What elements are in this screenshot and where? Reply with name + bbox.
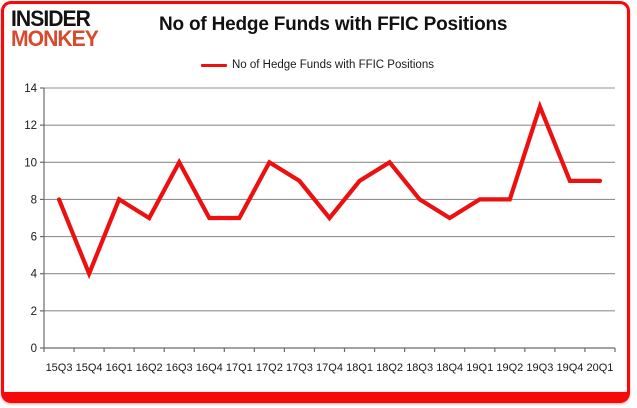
- logo-text-insider: INSIDER: [11, 6, 91, 31]
- x-axis-label: 20Q1: [587, 362, 614, 374]
- y-axis-label: 10: [24, 157, 37, 169]
- x-axis-label: 15Q3: [46, 362, 73, 374]
- x-axis-label: 16Q1: [106, 362, 133, 374]
- chart-legend: No of Hedge Funds with FFIC Positions: [201, 59, 434, 71]
- x-axis-label: 19Q3: [526, 362, 553, 374]
- x-axis-label: 17Q4: [316, 362, 343, 374]
- x-axis-label: 16Q3: [166, 362, 193, 374]
- y-axis-label: 12: [24, 120, 37, 132]
- y-axis-label: 2: [31, 306, 37, 318]
- legend-line-swatch: [201, 63, 227, 67]
- y-axis-label: 14: [24, 83, 37, 95]
- logo-text-monkey: MONKEY: [11, 26, 99, 52]
- x-axis-label: 16Q4: [196, 362, 223, 374]
- x-axis-label: 18Q4: [436, 362, 463, 374]
- x-axis-label: 17Q3: [286, 362, 313, 374]
- x-axis-label: 18Q1: [346, 362, 373, 374]
- y-axis-label: 8: [31, 194, 37, 206]
- y-axis-label: 4: [31, 269, 38, 281]
- x-axis-label: 19Q1: [466, 362, 493, 374]
- series-line: [56, 100, 603, 280]
- y-axis-label: 0: [31, 343, 37, 355]
- y-axis-label: 6: [31, 232, 37, 244]
- x-axis-label: 17Q2: [256, 362, 283, 374]
- x-axis-label: 18Q2: [376, 362, 403, 374]
- x-axis-label: 15Q4: [76, 362, 103, 374]
- legend-label: No of Hedge Funds with FFIC Positions: [232, 59, 434, 71]
- x-axis-label: 17Q1: [226, 362, 253, 374]
- insider-monkey-logo: INSIDER MONKEY: [11, 6, 102, 52]
- chart-title: No of Hedge Funds with FFIC Positions: [159, 14, 508, 35]
- x-axis-label: 19Q4: [556, 362, 583, 374]
- x-axis-label: 19Q2: [496, 362, 523, 374]
- x-axis-label: 16Q2: [136, 362, 163, 374]
- x-axis-label: 18Q3: [406, 362, 433, 374]
